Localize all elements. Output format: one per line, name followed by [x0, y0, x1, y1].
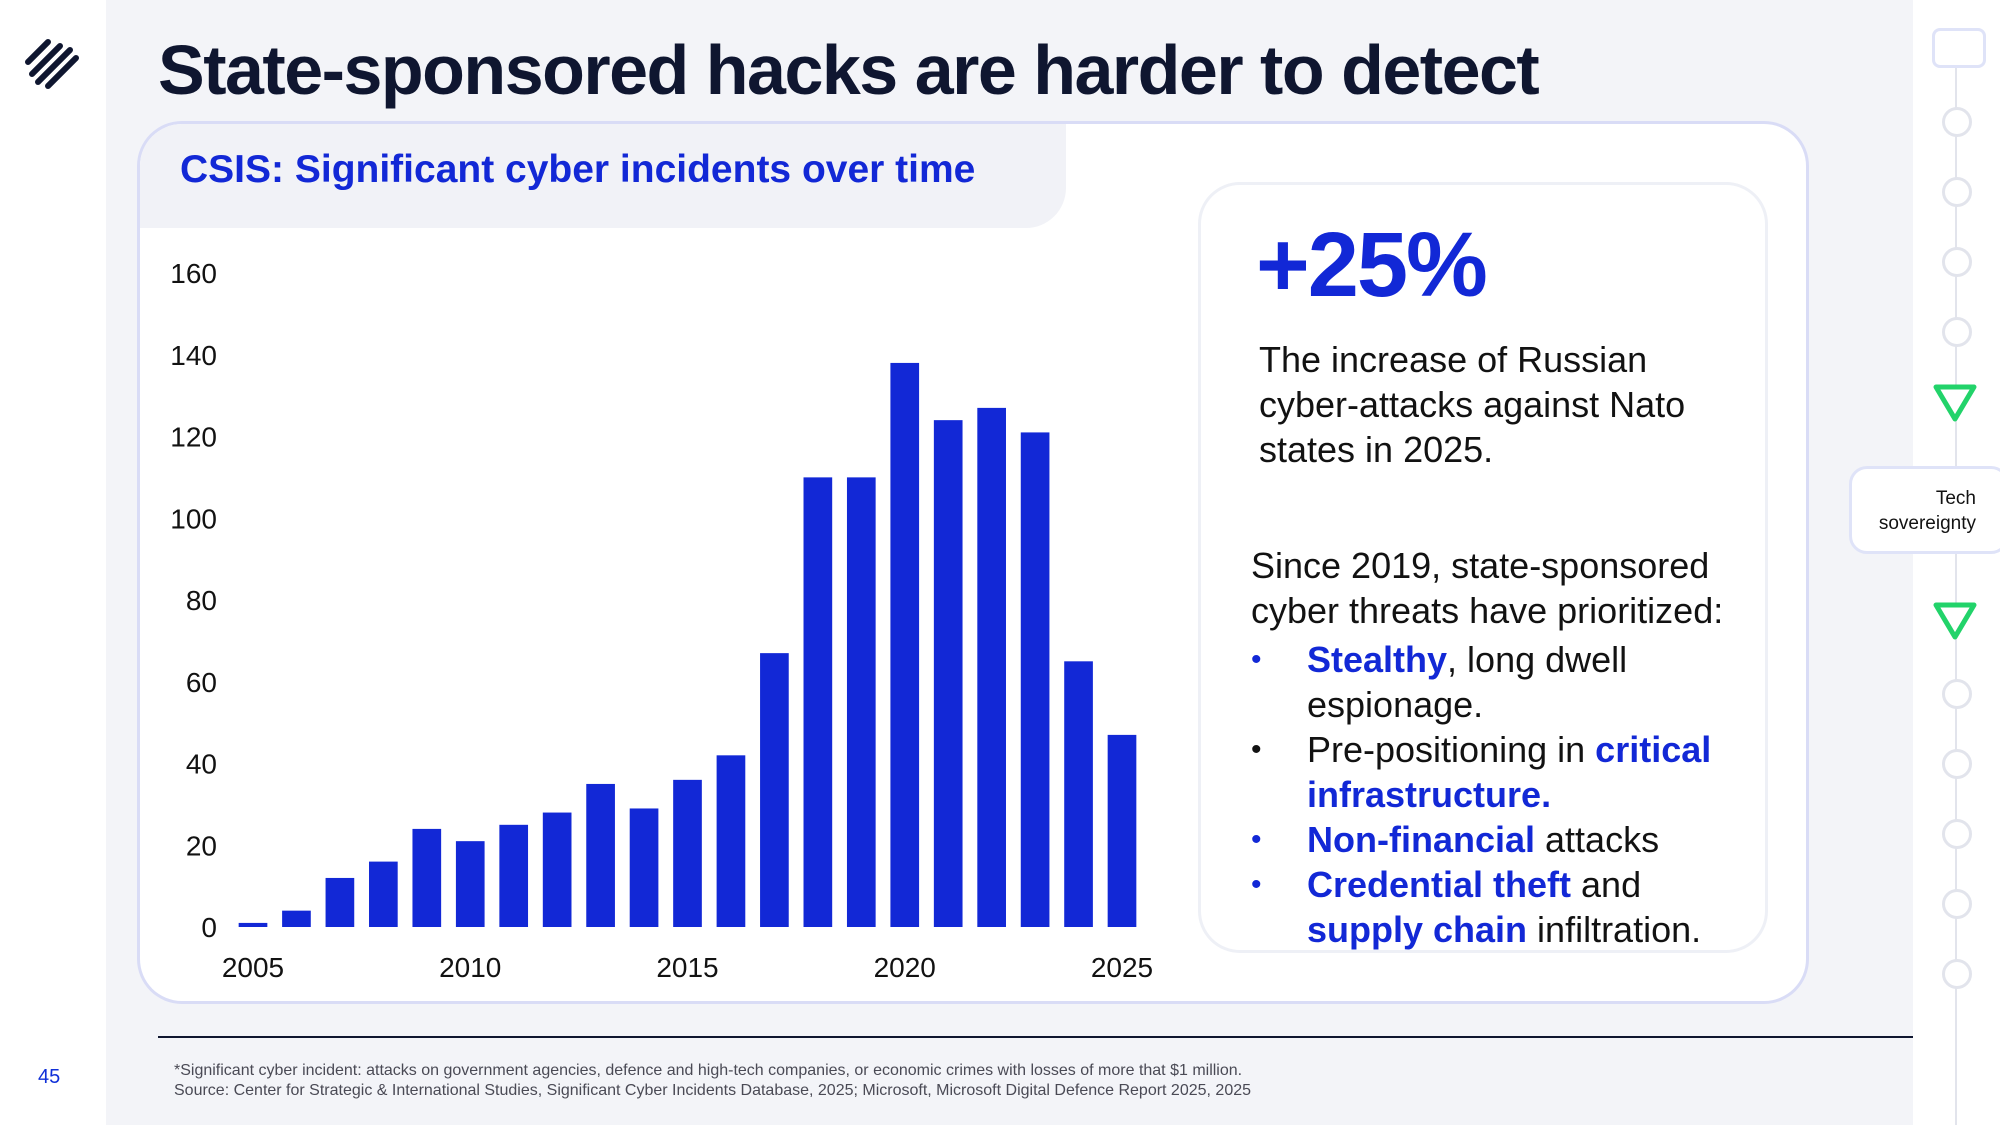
y-tick-label: 160: [170, 258, 217, 289]
rail-step[interactable]: [1942, 819, 1972, 849]
y-tick-label: 40: [186, 749, 217, 780]
bar-2007: [325, 877, 355, 927]
bullet-text: , long dwell espionage.: [1307, 639, 1628, 725]
bar-2018: [803, 477, 833, 927]
bar-2016: [716, 755, 746, 927]
stat-description: The increase of Russian cyber-attacks ag…: [1259, 339, 1686, 470]
bar-2015: [673, 779, 702, 927]
bar-2009: [412, 828, 442, 927]
x-tick-label: 2015: [656, 952, 718, 983]
bar-2013: [586, 783, 615, 927]
rail-section-label: Tech sovereignty: [1856, 486, 1976, 536]
x-tick-label: 2010: [439, 952, 501, 983]
rail-label-line2: sovereignty: [1878, 513, 1976, 534]
bar-2021: [933, 420, 963, 927]
bar-2024: [1064, 661, 1093, 927]
bullet-icon: •: [1251, 823, 1262, 856]
bar-2025: [1107, 734, 1137, 927]
rail-step[interactable]: [1942, 247, 1972, 277]
bullet-text: .: [1541, 774, 1552, 815]
bar-chart: 0 20 40 60 80 100 120 140 160 2005 2010 2015 2020 202…: [170, 258, 1153, 983]
footnote-definition: *Significant cyber incident: attacks on …: [174, 1062, 1243, 1079]
priorities-list: • Stealthy, long dwell espionage. • Pre-…: [1251, 637, 1761, 952]
list-item: • Stealthy, long dwell espionage.: [1251, 637, 1761, 727]
y-tick-label: 120: [170, 422, 217, 453]
bar-2023: [1020, 432, 1050, 927]
bar-2005: [238, 922, 268, 927]
x-tick-label: 2020: [874, 952, 936, 983]
rail-current-section[interactable]: Tech sovereignty: [1849, 466, 2000, 554]
bar-2006: [282, 910, 311, 927]
list-item: • Credential theft and supply chain infi…: [1251, 862, 1761, 952]
bar-2017: [760, 653, 789, 927]
priorities-intro: Since 2019, state-sponsored cyber threat…: [1251, 545, 1724, 631]
section-rail: [1913, 0, 2000, 1125]
bar-2011: [499, 824, 529, 927]
logo-icon: [25, 39, 79, 89]
page-number: 45: [38, 1066, 61, 1088]
y-tick-label: 140: [170, 340, 217, 371]
footnote-source: Source: Center for Strategic & Internati…: [174, 1082, 1252, 1099]
bullet-text: Pre-positioning in: [1307, 729, 1596, 770]
footnote: *Significant cyber incident: attacks on …: [174, 1061, 1251, 1101]
rail-step[interactable]: [1942, 317, 1972, 347]
bullet-icon: •: [1251, 868, 1262, 901]
list-item: • Non-financial attacks: [1251, 817, 1761, 862]
rail-step[interactable]: [1942, 177, 1972, 207]
card-header: CSIS: Significant cyber incidents over t…: [140, 124, 1066, 228]
rail-step[interactable]: [1942, 889, 1972, 919]
bullet-icon: •: [1251, 733, 1262, 766]
chart-title: CSIS: Significant cyber incidents over t…: [180, 148, 976, 191]
rail-top-section[interactable]: [1932, 28, 1986, 68]
x-tick-label: 2005: [222, 952, 284, 983]
bar-2014: [629, 808, 659, 927]
bullet-text: and: [1571, 864, 1642, 905]
triangle-down-icon[interactable]: [1932, 383, 1978, 423]
bar-2008: [369, 861, 398, 927]
rail-step[interactable]: [1942, 959, 1972, 989]
highlight-text: Credential theft: [1307, 864, 1572, 905]
highlight-text: supply chain: [1307, 909, 1528, 950]
highlight-text: critical infrastructure: [1307, 729, 1712, 815]
rail-label-line1: Tech: [1935, 488, 1976, 509]
left-rail: 45: [0, 0, 106, 1125]
bar-2022: [977, 407, 1006, 927]
stat-value: +25%: [1256, 214, 1488, 316]
highlight-text: Non-financial: [1307, 819, 1536, 860]
bullet-text: infiltration.: [1527, 909, 1702, 950]
bar-2012: [542, 812, 572, 927]
y-tick-label: 80: [186, 585, 217, 616]
page-title: State-sponsored hacks are harder to dete…: [158, 31, 1540, 109]
stat-panel: +25% The increase of Russian cyber-attac…: [1198, 182, 1768, 953]
x-tick-label: 2025: [1091, 952, 1153, 983]
y-tick-label: 20: [186, 830, 217, 861]
y-tick-label: 0: [201, 912, 217, 943]
y-tick-label: 100: [170, 503, 217, 534]
chart-card: CSIS: Significant cyber incidents over t…: [140, 124, 1806, 1001]
bar-2010: [455, 841, 485, 927]
highlight-text: Stealthy: [1307, 639, 1448, 680]
bar-2019: [846, 477, 876, 927]
rail-step[interactable]: [1942, 107, 1972, 137]
rail-step[interactable]: [1942, 749, 1972, 779]
list-item: • Pre-positioning in critical infrastruc…: [1251, 727, 1761, 817]
bar-2020: [890, 362, 920, 927]
y-tick-label: 60: [186, 667, 217, 698]
rail-line: [1955, 55, 1957, 1125]
bullet-text: attacks: [1535, 819, 1660, 860]
footer-divider: [158, 1036, 1913, 1038]
triangle-down-icon[interactable]: [1932, 601, 1978, 641]
bullet-icon: •: [1251, 643, 1262, 676]
rail-step[interactable]: [1942, 679, 1972, 709]
